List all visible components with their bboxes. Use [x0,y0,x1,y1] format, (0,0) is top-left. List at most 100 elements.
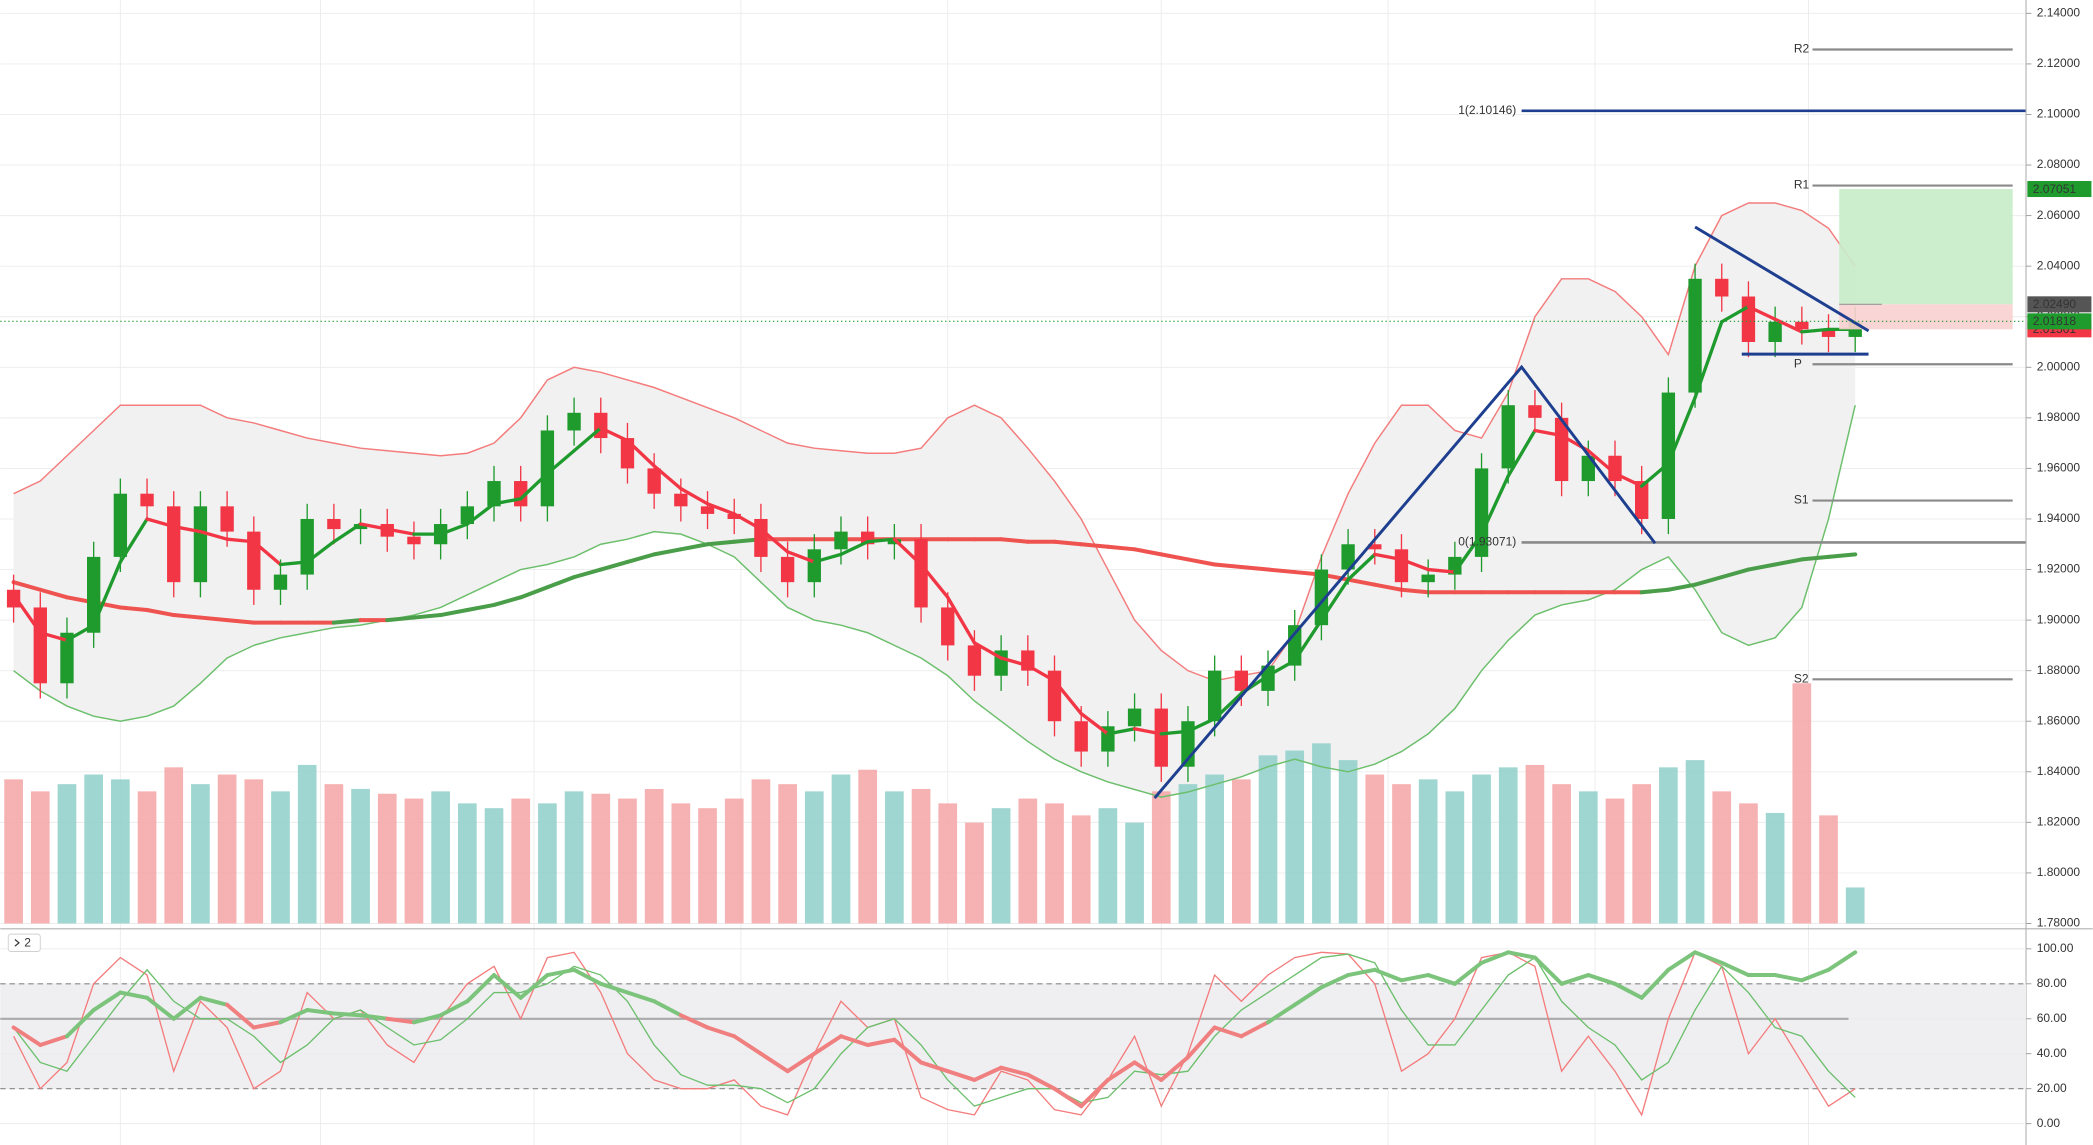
volume-bar [4,779,23,924]
fast-moving-average [545,449,576,476]
volume-bar [1071,815,1091,924]
y-tick-label: 1.88000 [2037,663,2081,677]
slow-moving-average [625,552,657,564]
osc-rsi-line [812,1034,843,1056]
osc-rsi-line [1586,973,1617,986]
volume-bar [1765,812,1785,924]
slow-moving-average [11,580,43,592]
y-tick-label: 2.14000 [2037,6,2081,20]
slow-moving-average [492,595,523,607]
volume-bar [911,788,931,924]
price-tag-label: 2.02490 [2033,297,2077,311]
osc-button-chevron [14,939,20,947]
osc-rsi-line [625,990,657,1004]
candle-body [567,412,581,431]
osc-tick-label: 0.00 [2037,1116,2061,1130]
osc-tick-label: 100.00 [2037,941,2074,955]
candle-body [1394,549,1409,583]
fast-moving-average [1746,304,1777,321]
volume-bar [938,803,958,924]
fast-moving-average [1212,691,1244,721]
osc-button[interactable] [7,933,41,952]
slow-moving-average [652,547,683,557]
volume-bar [1018,798,1038,924]
osc-rsi-line [598,981,630,995]
candle-body [1234,670,1249,691]
volume-bar [431,791,450,924]
slow-moving-average [1185,557,1217,567]
slow-moving-average [38,587,69,600]
osc-rsi-line [1799,967,1831,983]
volume-bar [297,764,317,924]
slow-moving-average [1372,582,1404,592]
candle-body [273,574,288,590]
candle-body [1821,329,1836,337]
volume-bar [1552,784,1571,924]
slow-moving-average [1639,587,1671,595]
slow-moving-average [118,605,150,612]
volume-bar [1472,774,1491,924]
y-tick-label: 1.98000 [2037,410,2081,424]
slow-moving-average [1105,544,1137,552]
slow-moving-average [438,607,470,618]
fast-moving-average [892,537,923,567]
pivot-label: R1 [1794,178,1810,192]
osc-rsi-line [278,1008,310,1025]
candle-body [1635,481,1649,519]
osc-rsi-line [1639,967,1671,1000]
price-tag [2027,296,2092,313]
candle-body [1074,721,1088,752]
volume-bar [778,784,797,924]
fast-moving-average [91,560,123,627]
fast-moving-average [1586,449,1617,476]
volume-bar [1845,887,1865,924]
slow-moving-average [385,615,416,623]
slow-moving-average [999,537,1030,544]
osc-rsi-line [198,995,230,1007]
candle-body [914,539,928,608]
osc-rsi-line [1025,1072,1057,1091]
osc-rsi-line [1079,1077,1110,1109]
y-tick-label: 1.82000 [2037,815,2081,829]
bollinger-lower [13,405,1856,798]
osc-rsi-line [1346,967,1377,978]
fast-moving-average [679,486,710,506]
volume-bar [1178,784,1198,924]
candle-body [594,412,608,439]
fast-moving-average [1479,474,1510,536]
osc-rsi-line [892,1037,924,1065]
candle-body [1768,321,1782,343]
y-tick-label: 1.84000 [2037,764,2081,778]
candle-body [1501,405,1515,469]
volume-bar [1445,791,1465,924]
slow-moving-average [1693,575,1724,587]
osc-rsi-line [1559,973,1591,986]
osc-rsi-line [1132,1060,1164,1082]
osc-rsi-line [251,1020,283,1030]
fast-moving-average [1186,717,1217,734]
osc-d-line [13,953,1856,1107]
candle-body [300,518,314,575]
osc-rsi-line [385,1016,416,1025]
volume-bar [137,791,157,924]
volume-bar [591,793,611,924]
fast-moving-average [1533,428,1564,438]
osc-rsi-line [358,1013,390,1021]
osc-rsi-line [1105,1060,1137,1082]
candle-body [727,513,741,519]
osc-tick-label: 80.00 [2037,976,2067,990]
candle-body [1421,574,1435,583]
volume-bar [1151,791,1171,924]
slow-moving-average [411,613,443,620]
fib-label: 0(1.93071) [1458,535,1516,549]
y-tick-label: 2.00000 [2037,359,2081,373]
fast-moving-average [1426,567,1457,574]
fast-moving-average [65,623,96,642]
osc-rsi-line [1426,973,1457,986]
candle-body [327,518,341,530]
fast-moving-average [145,517,176,529]
volume-bar [484,808,504,924]
candle-body [33,607,47,684]
volume-bar [1632,784,1652,924]
volume-bar [217,774,237,924]
